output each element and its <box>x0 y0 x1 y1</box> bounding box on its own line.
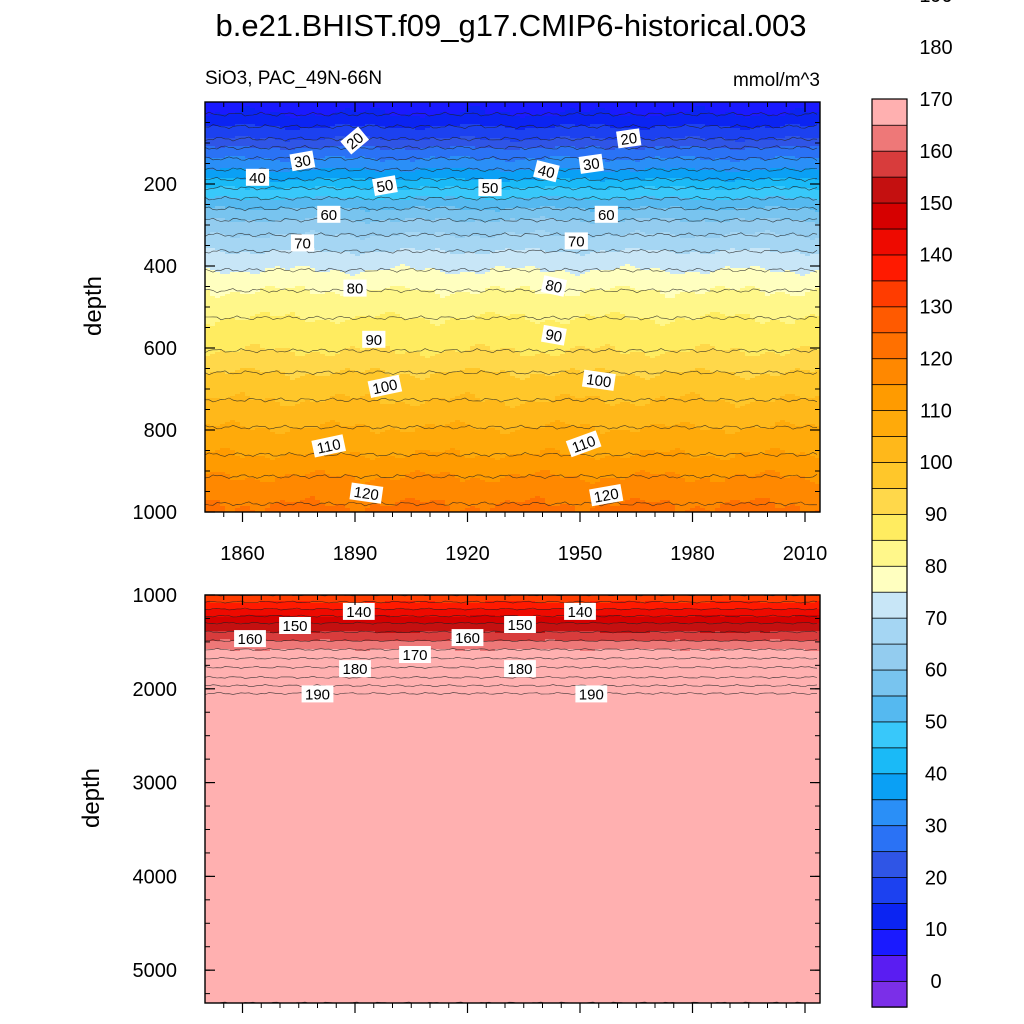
subtitle-left: SiO3, PAC_49N-66N <box>205 68 382 89</box>
chart-title: b.e21.BHIST.f09_g17.CMIP6-historical.003 <box>215 8 806 43</box>
figure: b.e21.BHIST.f09_g17.CMIP6-historical.003… <box>0 0 1024 1024</box>
subtitle-right: mmol/m^3 <box>733 70 820 91</box>
